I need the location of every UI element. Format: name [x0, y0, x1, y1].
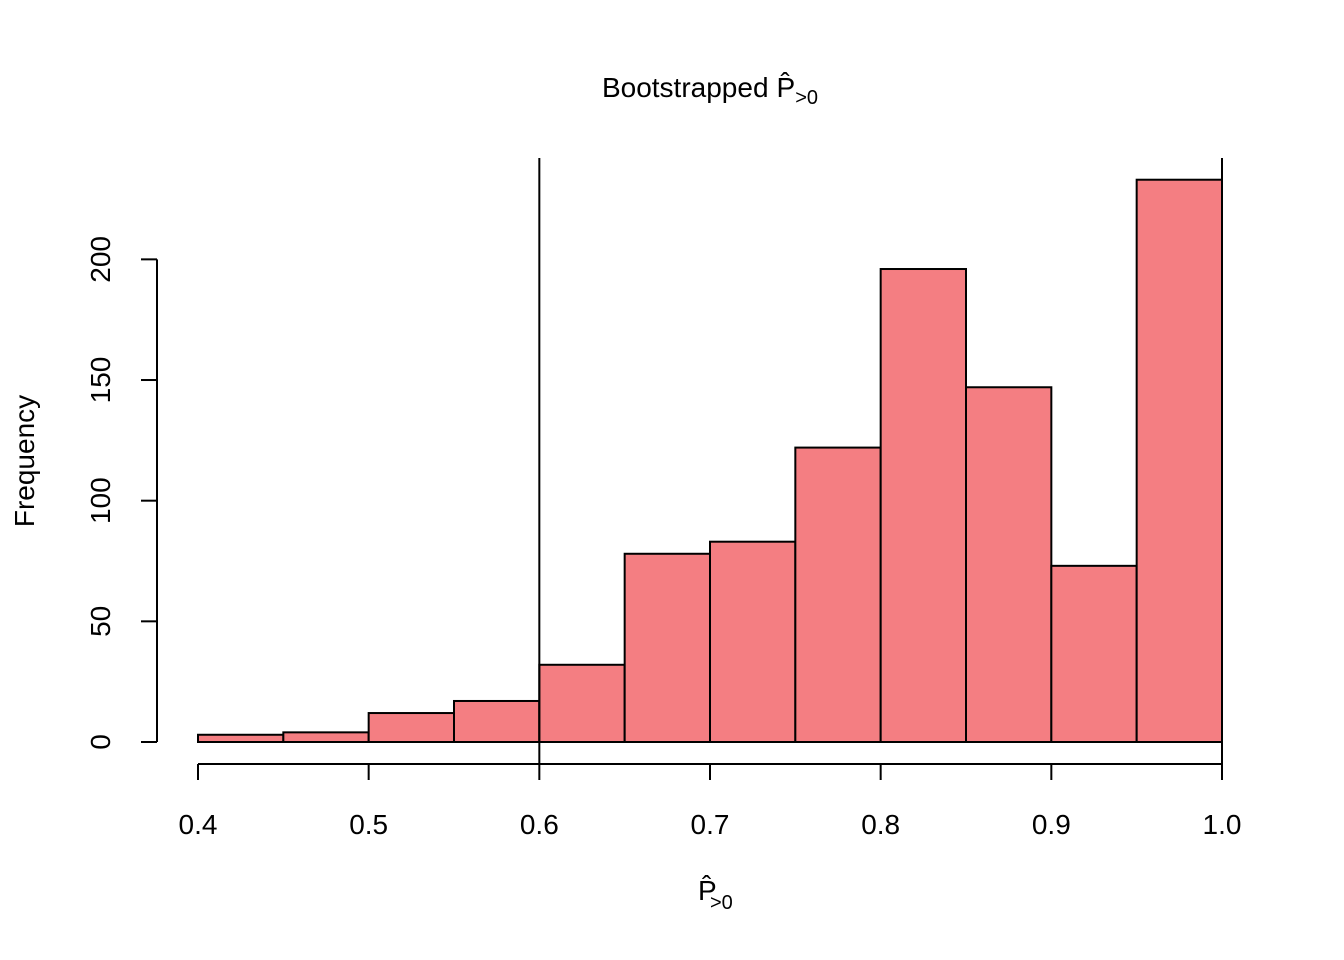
- x-tick-label: 0.6: [520, 809, 559, 840]
- y-tick-label: 50: [85, 606, 116, 637]
- y-axis-label: Frequency: [9, 395, 40, 527]
- y-tick-label: 150: [85, 357, 116, 404]
- bar: [538, 663, 626, 743]
- bar: [879, 268, 968, 743]
- bar: [794, 446, 882, 743]
- y-tick-label: 200: [85, 236, 116, 283]
- y-tick-label: 0: [85, 734, 116, 750]
- x-axis-label-subscript: >0: [710, 892, 733, 914]
- bar: [197, 733, 285, 743]
- x-tick-label: 0.8: [861, 809, 900, 840]
- y-tick-label: 100: [85, 477, 116, 524]
- bar: [965, 386, 1053, 743]
- chart-title: Bootstrapped: [602, 72, 769, 103]
- bar: [282, 731, 370, 743]
- bar: [453, 699, 541, 744]
- chart-title-subscript: >0: [795, 87, 818, 109]
- bar: [623, 552, 712, 744]
- x-tick-label: 0.7: [691, 809, 730, 840]
- chart-title-symbol: P̂: [777, 72, 796, 103]
- x-tick-label: 1.0: [1203, 809, 1242, 840]
- bar: [1135, 178, 1223, 744]
- bar: [367, 712, 455, 743]
- bar: [1050, 564, 1138, 743]
- x-tick-label: 0.9: [1032, 809, 1071, 840]
- x-axis-label: P̂: [698, 875, 717, 906]
- x-tick-label: 0.5: [349, 809, 388, 840]
- bar: [709, 540, 797, 743]
- x-tick-label: 0.4: [179, 809, 218, 840]
